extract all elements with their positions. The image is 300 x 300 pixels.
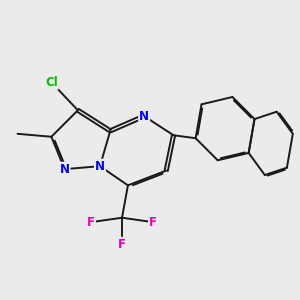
Text: N: N [60, 163, 70, 176]
Text: F: F [87, 216, 95, 229]
Text: Cl: Cl [45, 76, 58, 89]
Text: F: F [118, 238, 126, 251]
Text: N: N [139, 110, 149, 123]
Text: F: F [149, 216, 157, 229]
Text: N: N [95, 160, 105, 173]
